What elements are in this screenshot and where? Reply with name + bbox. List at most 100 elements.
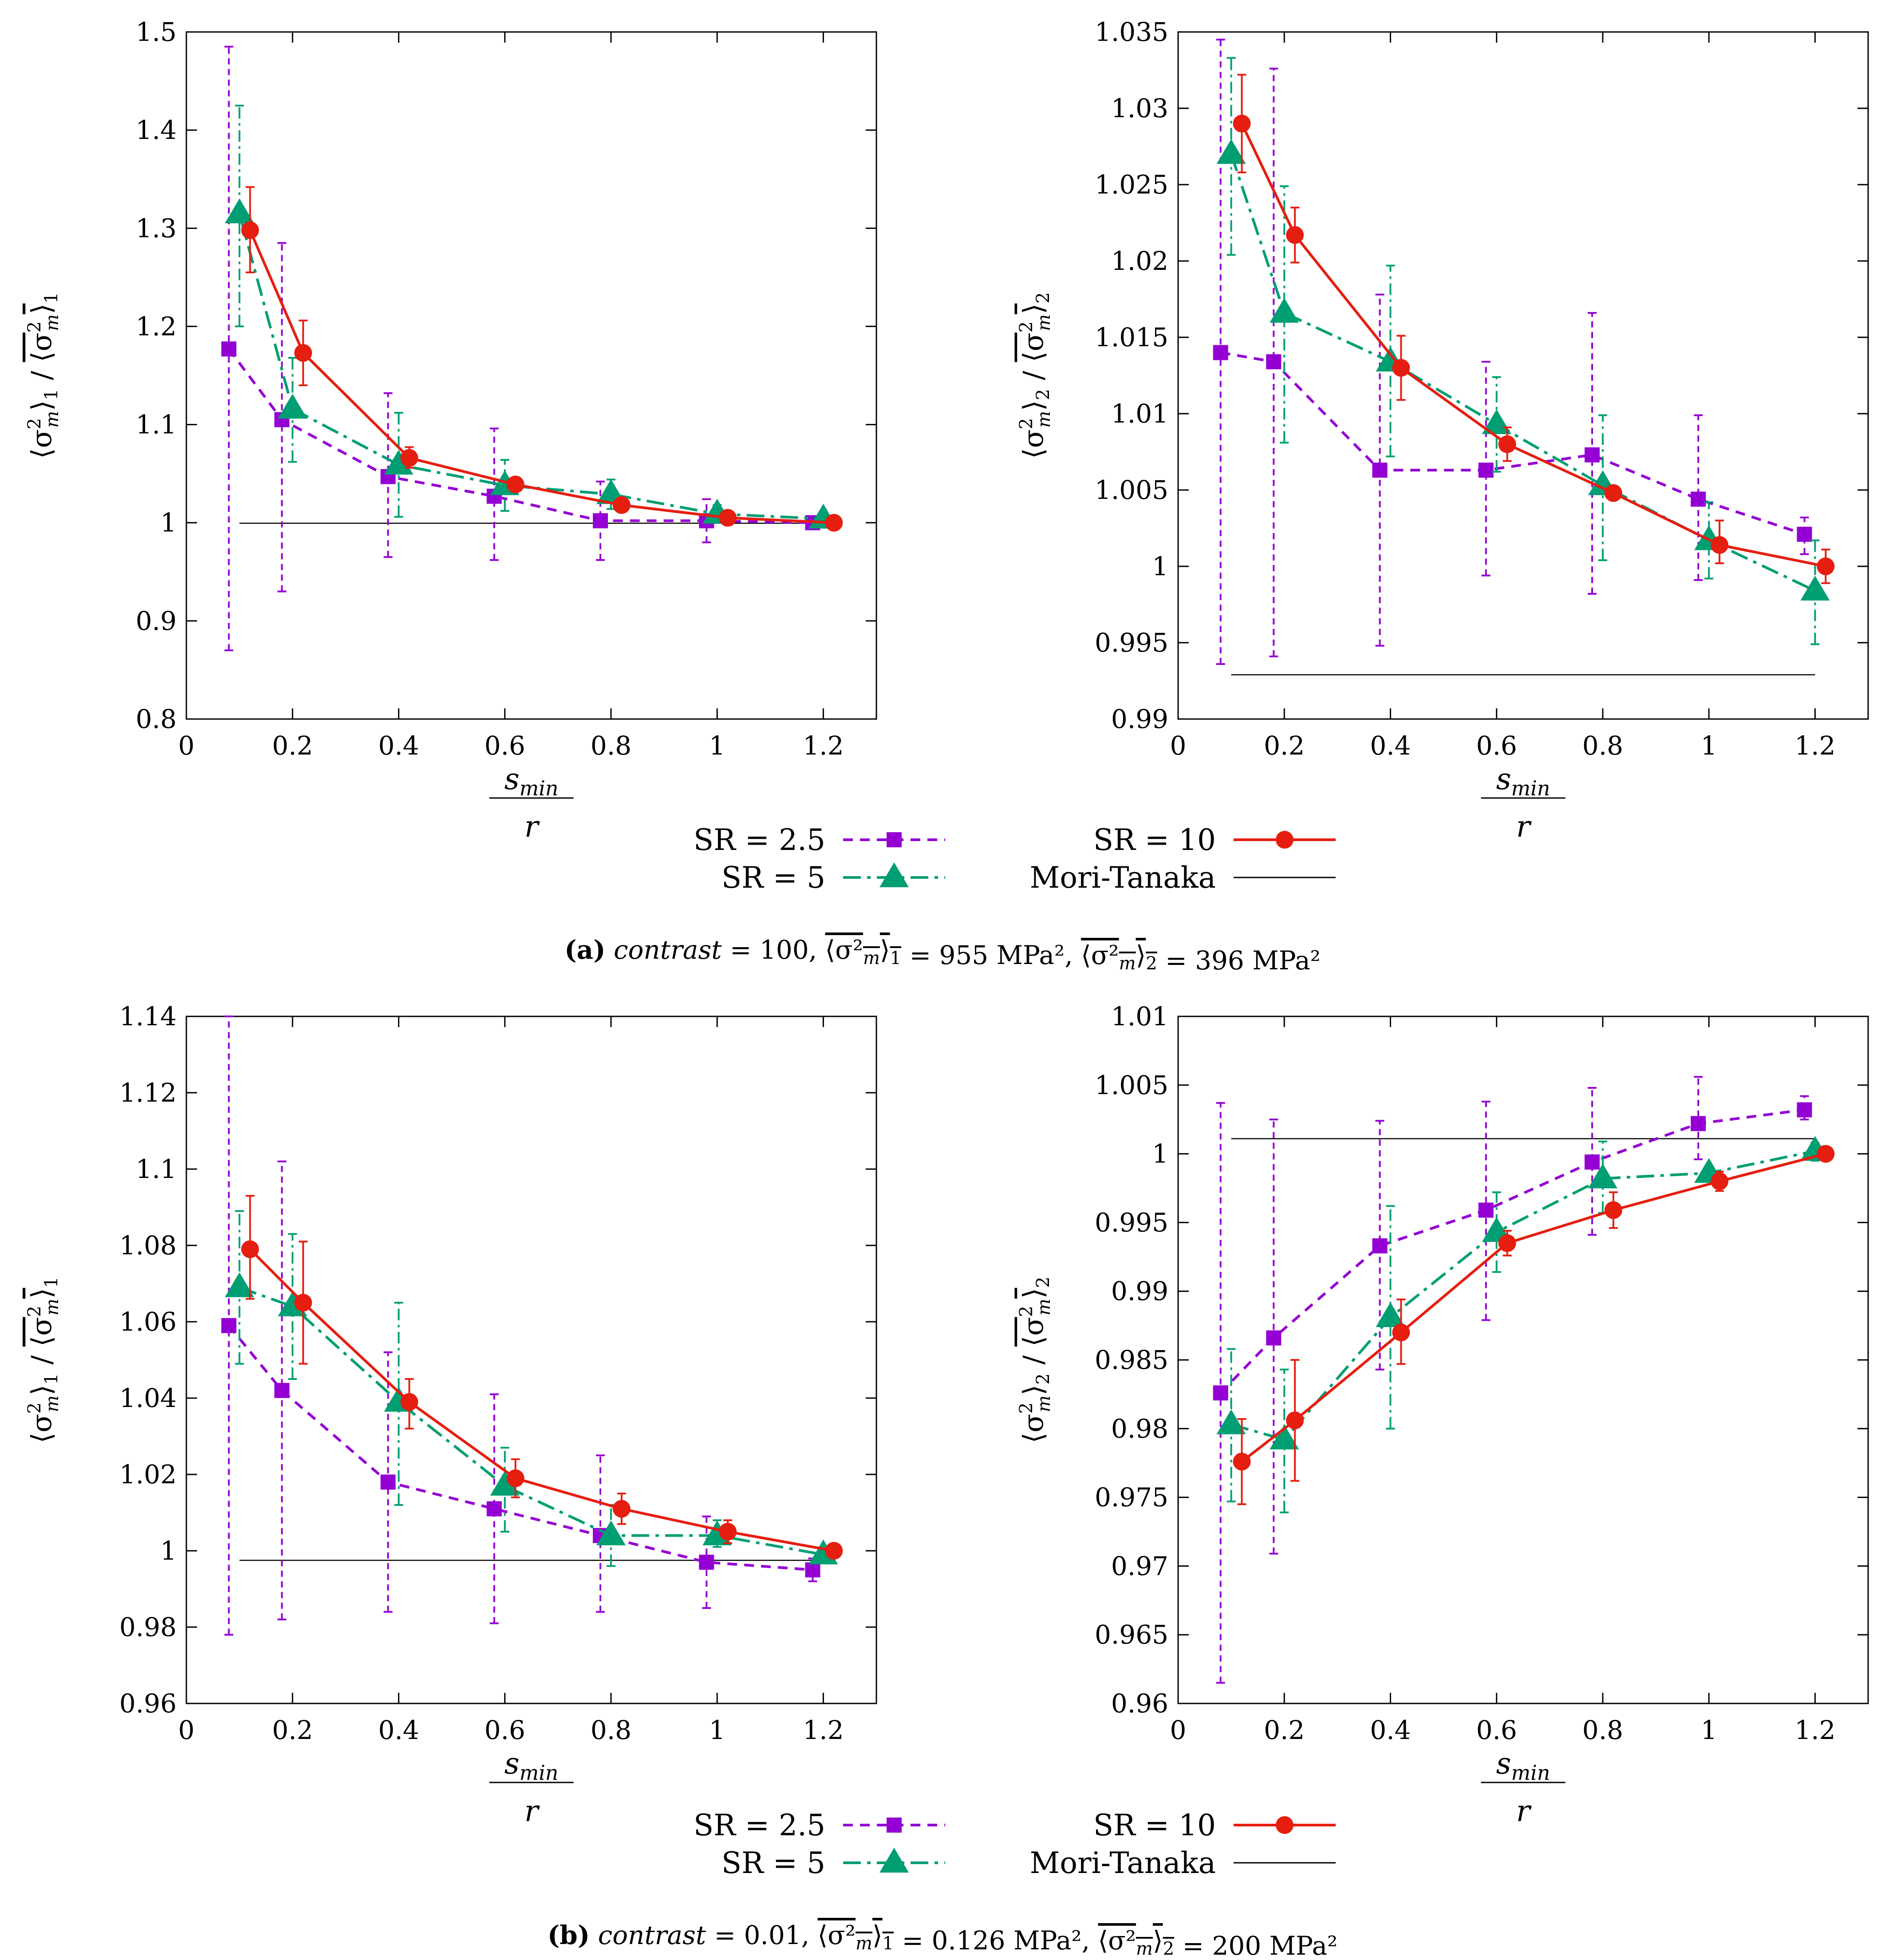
plot-marks — [1213, 1076, 1835, 1684]
caption-contrast-value: = 100, — [730, 935, 817, 965]
legend-swatch-sr5 — [843, 1848, 945, 1873]
x-tick-label: 0.8 — [591, 731, 631, 761]
data-point — [1478, 1202, 1494, 1218]
data-point — [1498, 435, 1516, 453]
plot-frame — [185, 1016, 877, 1704]
data-point — [1817, 557, 1835, 575]
y-tick-label: 1.015 — [1095, 322, 1168, 352]
y-label: ⟨σ2m⟩1 / ⟨σ2m⟩1 — [24, 1276, 63, 1443]
data-point — [1817, 1145, 1835, 1163]
x-tick-label: 1 — [1701, 1715, 1717, 1745]
caption-mean-2-value: = 396 MPa² — [1165, 945, 1321, 976]
y-tick-label: 1.1 — [136, 1154, 177, 1184]
x-tick-label: 1.2 — [1794, 1715, 1835, 1745]
data-point — [593, 513, 608, 529]
y-tick-label: 1.14 — [119, 1001, 177, 1031]
data-point — [1216, 1409, 1246, 1434]
data-point — [1216, 139, 1246, 164]
x-tick-label: 0.2 — [272, 731, 313, 761]
x-label-denominator: r — [1516, 1794, 1532, 1828]
y-tick-label: 1.2 — [136, 311, 177, 341]
data-point — [805, 1562, 820, 1577]
x-tick-label: 0 — [178, 1715, 195, 1745]
y-tick-label: 0.995 — [1095, 628, 1168, 658]
data-point — [1588, 1163, 1617, 1189]
y-tick-label: 0.98 — [119, 1612, 177, 1642]
data-point — [225, 198, 254, 224]
x-tick-label: 1.2 — [803, 731, 844, 761]
x-label-denominator: r — [524, 1794, 540, 1828]
y-tick-label: 1 — [1152, 1139, 1168, 1169]
y-tick-label: 1.06 — [119, 1307, 177, 1337]
data-point — [1691, 491, 1706, 507]
data-point — [400, 1393, 418, 1411]
y-tick-label: 1.035 — [1095, 17, 1168, 47]
legend-marker — [1276, 831, 1293, 849]
x-label-denominator: r — [1516, 810, 1532, 844]
data-point — [1691, 1116, 1706, 1131]
data-point — [1266, 1330, 1282, 1346]
data-point — [274, 1383, 290, 1398]
plot-frame — [185, 31, 877, 720]
y-tick-label: 1.01 — [1111, 399, 1168, 429]
caption-mean-1-value: = 0.126 MPa², — [902, 1925, 1090, 1956]
y-tick-label: 1.5 — [136, 17, 177, 47]
data-point — [1286, 226, 1304, 244]
y-tick-label: 0.8 — [136, 704, 177, 734]
data-point — [294, 344, 312, 362]
legend-marker — [887, 832, 902, 847]
x-axis-label: smin r — [1481, 762, 1566, 844]
legend-label-sr5: SR = 5 — [722, 1846, 825, 1880]
data-point — [1711, 1172, 1729, 1190]
legend-marker — [879, 1848, 909, 1873]
x-tick-label: 0.8 — [591, 1715, 631, 1745]
y-tick-label: 0.96 — [119, 1688, 177, 1719]
data-point — [1376, 1302, 1405, 1328]
svg-text:(a) contrast: (a) contrast = 100, ⟨σ²m⟩1 = 955 MPa², ⟨… — [564, 935, 1321, 976]
panel-a-right: 0 0.2 0.4 0.6 0.8 1 1.2 0.99 0.995 1 1.005 1.01 1.01… — [1016, 17, 1869, 844]
y-tick-label: 0.9 — [136, 606, 177, 636]
data-point — [825, 514, 843, 532]
series-line — [1230, 1150, 1815, 1441]
data-point — [612, 496, 631, 514]
y-tick-label: 1.1 — [136, 410, 177, 440]
y-label: ⟨σ2m⟩2 / ⟨σ2m⟩2 — [1016, 292, 1054, 458]
series-sr5 — [1216, 57, 1830, 645]
x-label-denominator: r — [524, 810, 540, 844]
legend-swatch-sr2-5 — [843, 832, 945, 847]
plot-marks — [221, 1016, 843, 1636]
data-point — [1711, 536, 1729, 554]
y-tick-label: 1.04 — [119, 1383, 177, 1413]
legend-marker — [1276, 1816, 1293, 1834]
y-tick-label: 0.99 — [1111, 1276, 1168, 1306]
data-point — [400, 449, 418, 467]
y-axis-label: ⟨σ2m⟩1 / ⟨σ2m⟩1 — [24, 292, 63, 458]
y-tick-label: 1.025 — [1095, 170, 1168, 200]
y-tick-label: 0.995 — [1095, 1207, 1168, 1237]
x-tick-label: 0.8 — [1582, 1715, 1623, 1745]
series-sr2-5 — [221, 46, 820, 652]
data-point — [1213, 1385, 1228, 1401]
data-point — [1604, 484, 1622, 502]
y-tick-label: 1.12 — [119, 1078, 177, 1108]
data-point — [1266, 354, 1282, 370]
svg-text:(b) contrast: (b) contrast = 0.01, ⟨σ²m⟩1 = 0.126 MPa²… — [548, 1920, 1338, 1960]
x-tick-label: 1.2 — [1794, 731, 1835, 761]
data-point — [1392, 359, 1410, 377]
y-tick-label: 1.005 — [1095, 475, 1168, 505]
x-tick-label: 0 — [1170, 1715, 1187, 1745]
y-tick-label: 0.99 — [1111, 704, 1168, 734]
caption-mean-1-value: = 955 MPa², — [909, 940, 1073, 970]
data-point — [1270, 1424, 1299, 1450]
data-point — [719, 1523, 737, 1541]
data-point — [719, 509, 737, 527]
x-tick-label: 1 — [709, 731, 726, 761]
series-line — [1230, 154, 1816, 592]
legend-label-sr10: SR = 10 — [1093, 1808, 1216, 1842]
data-point — [1797, 526, 1812, 542]
legend-marker — [879, 862, 909, 887]
x-tick-label: 1 — [1701, 731, 1717, 761]
series-sr5 — [225, 104, 838, 529]
y-tick-label: 1.02 — [1111, 246, 1168, 276]
x-tick-label: 1 — [709, 1715, 726, 1745]
